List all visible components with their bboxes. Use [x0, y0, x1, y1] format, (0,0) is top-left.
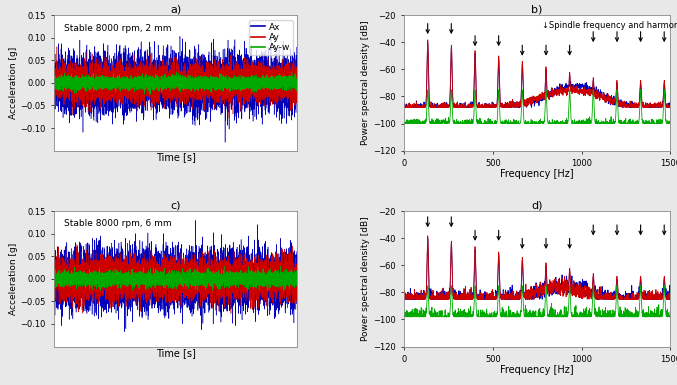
- X-axis label: Frequency [Hz]: Frequency [Hz]: [500, 169, 574, 179]
- Y-axis label: Acceleration [g]: Acceleration [g]: [9, 47, 18, 119]
- Title: d): d): [531, 201, 543, 211]
- X-axis label: Time [s]: Time [s]: [156, 348, 196, 358]
- Title: b): b): [531, 5, 543, 15]
- Text: Stable 8000 rpm, 6 mm: Stable 8000 rpm, 6 mm: [64, 219, 171, 228]
- Title: c): c): [171, 201, 181, 211]
- X-axis label: Frequency [Hz]: Frequency [Hz]: [500, 365, 574, 375]
- Y-axis label: Acceleration [g]: Acceleration [g]: [9, 243, 18, 315]
- Text: Stable 8000 rpm, 2 mm: Stable 8000 rpm, 2 mm: [64, 23, 171, 32]
- X-axis label: Time [s]: Time [s]: [156, 152, 196, 162]
- Y-axis label: Power spectral density [dB]: Power spectral density [dB]: [362, 21, 370, 145]
- Text: ↓Spindle frequency and harmonics: ↓Spindle frequency and harmonics: [542, 21, 677, 30]
- Legend: Ax, Ay, Ay-w: Ax, Ay, Ay-w: [248, 20, 292, 55]
- Title: a): a): [170, 5, 181, 15]
- Y-axis label: Power spectral density [dB]: Power spectral density [dB]: [362, 217, 370, 341]
